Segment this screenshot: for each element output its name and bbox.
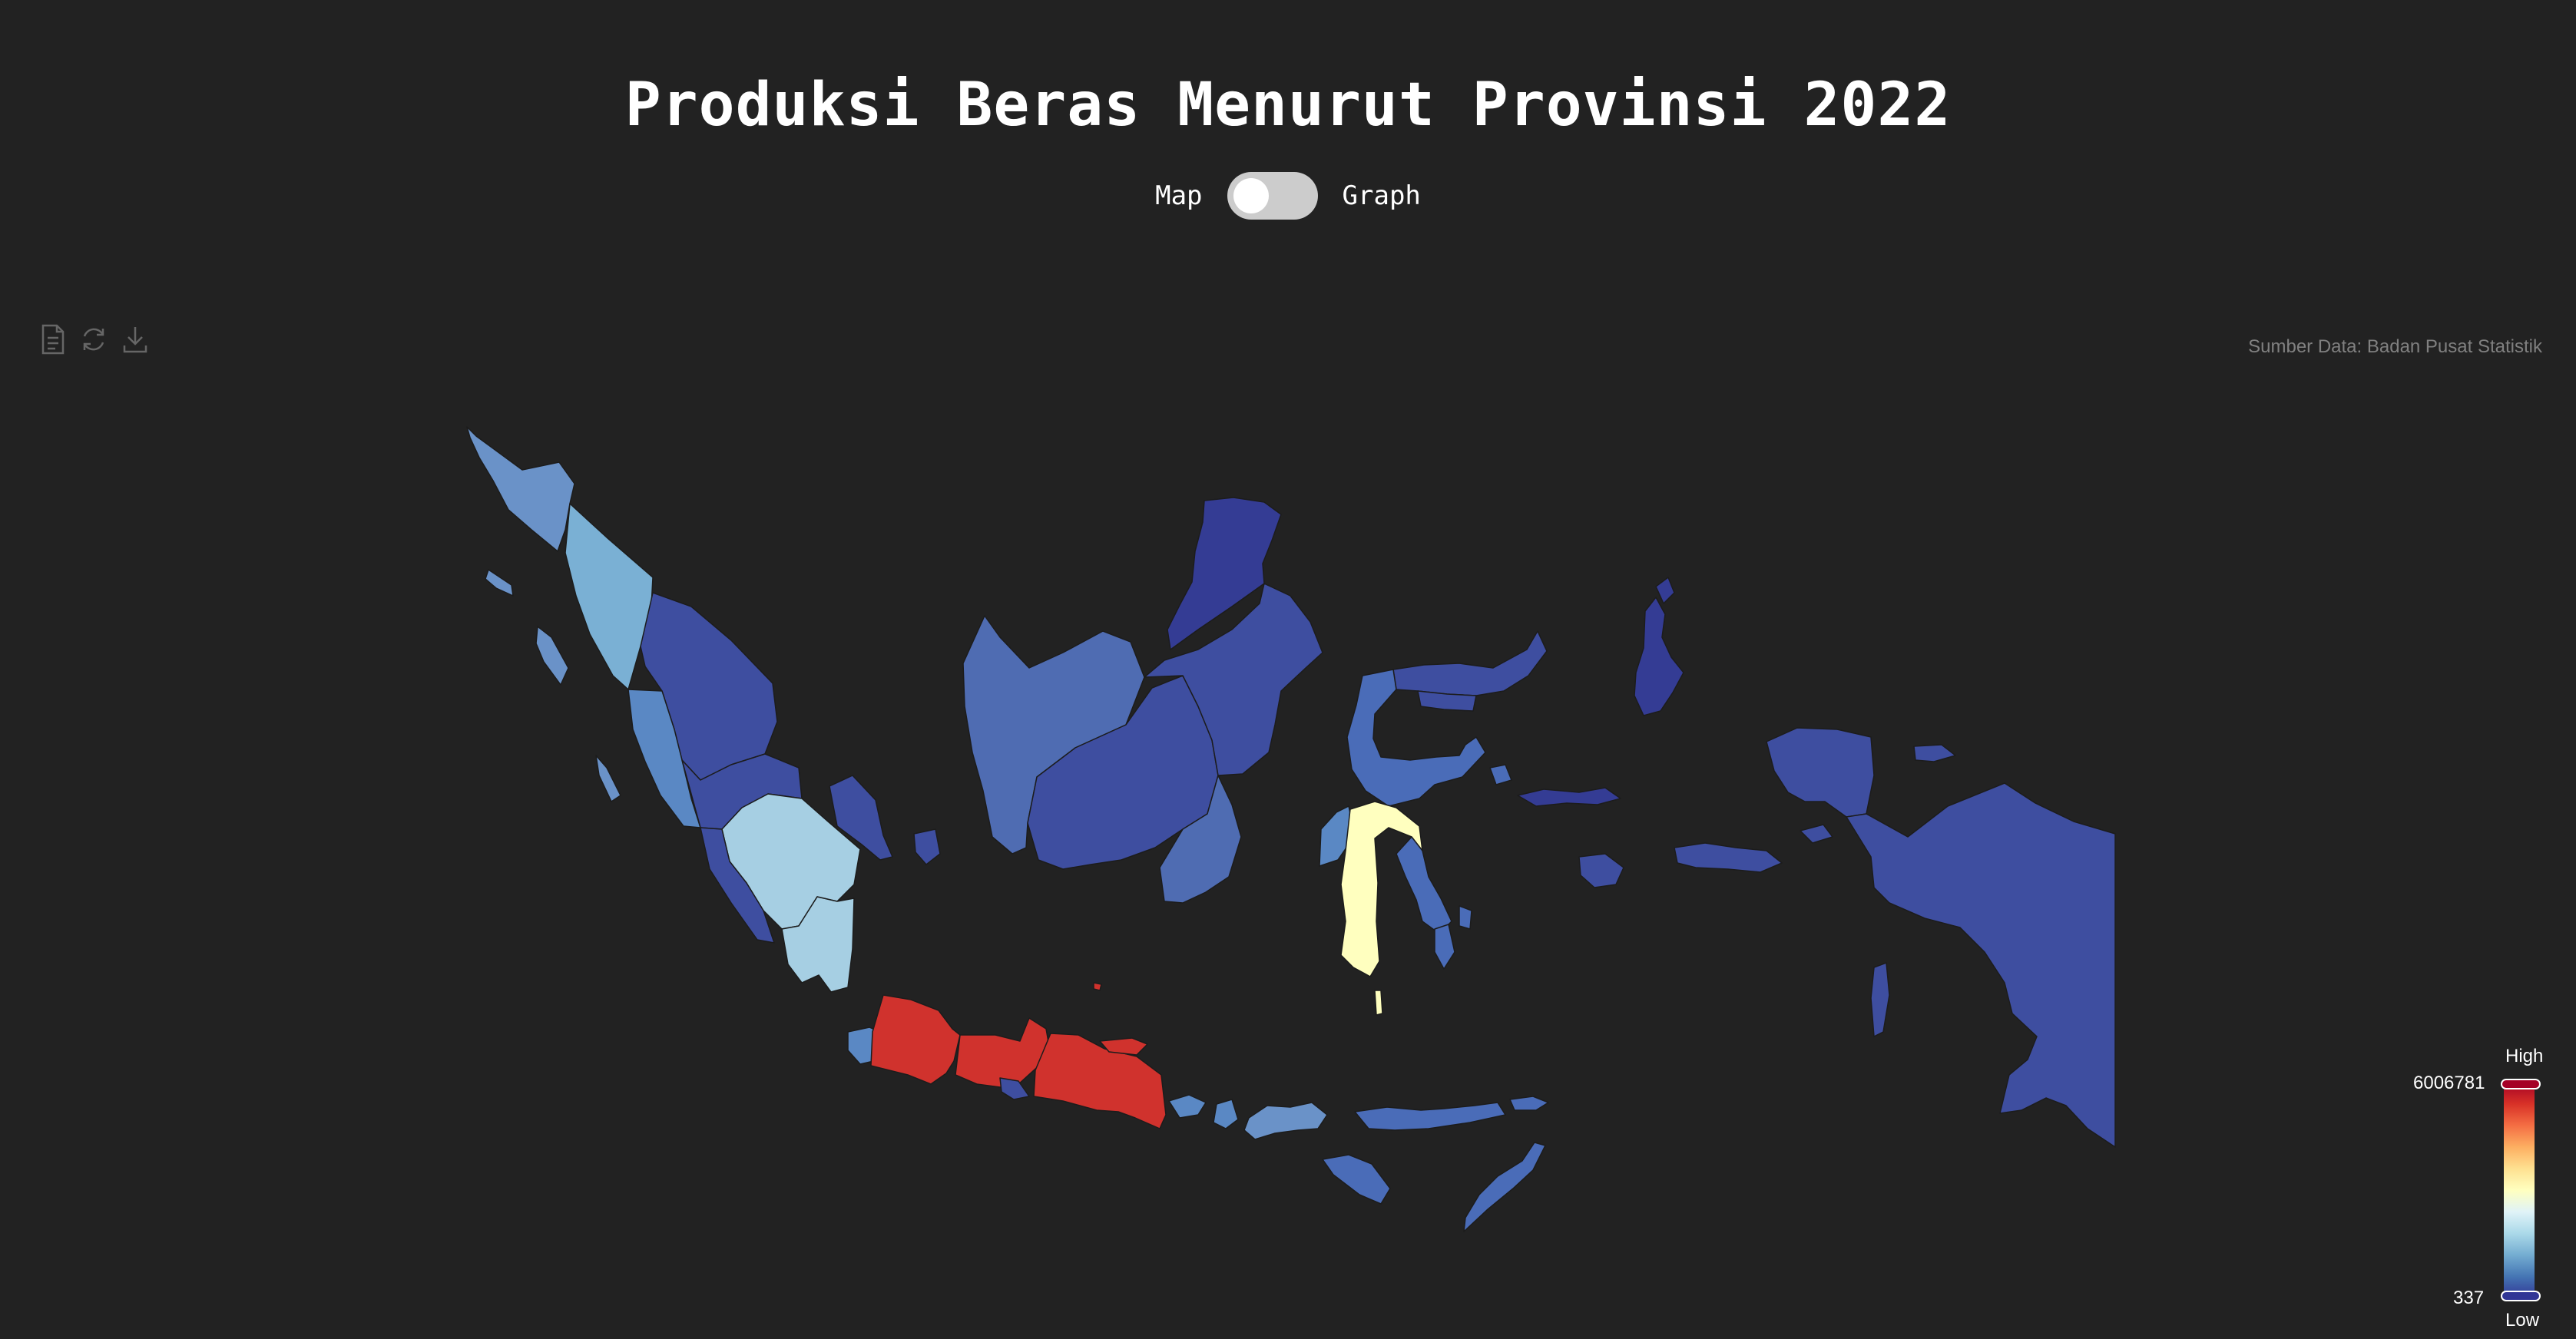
province-ntb-lombok[interactable]: [1213, 1099, 1239, 1129]
legend-max-value: 6006781: [2413, 1073, 2485, 1093]
page-title: Produksi Beras Menurut Provinsi 2022: [624, 71, 1952, 140]
province-kalimantan-timur[interactable]: [1144, 583, 1323, 776]
legend-high-label: High: [2505, 1046, 2544, 1066]
province-bengkulu[interactable]: [700, 827, 775, 944]
province-gorontalo[interactable]: [1417, 690, 1477, 712]
legend-gradient-bar: [2504, 1082, 2535, 1298]
island-nias[interactable]: [535, 626, 569, 686]
source-note: Sumber Data: Badan Pusat Statistik: [2248, 336, 2542, 357]
province-lampung[interactable]: [781, 896, 855, 993]
province-sulawesi-selatan[interactable]: [1340, 801, 1423, 977]
province-ntt-flores[interactable]: [1354, 1102, 1506, 1131]
province-sumatera-utara[interactable]: [565, 503, 654, 690]
island-buru[interactable]: [1578, 853, 1624, 888]
legend-high-handle[interactable]: [2501, 1079, 2541, 1089]
island-mentawai[interactable]: [595, 755, 621, 802]
legend-low-label: Low: [2505, 1310, 2540, 1331]
province-jawa-timur[interactable]: [1033, 1033, 1167, 1129]
island-morotai[interactable]: [1655, 577, 1675, 604]
island-sumba[interactable]: [1322, 1154, 1391, 1205]
island-sula[interactable]: [1517, 787, 1621, 807]
province-maluku-utara-halmahera[interactable]: [1634, 597, 1684, 716]
island-biak[interactable]: [1913, 744, 1956, 762]
legend-min-value: 337: [2453, 1288, 2485, 1308]
legend-low-handle[interactable]: [2501, 1291, 2541, 1301]
view-switch[interactable]: [1227, 172, 1318, 220]
province-papua[interactable]: [1846, 782, 2116, 1148]
island-buton[interactable]: [1434, 924, 1455, 970]
island-selayar[interactable]: [1374, 990, 1383, 1016]
province-sulawesi-tengah[interactable]: [1346, 669, 1486, 807]
province-jawa-barat[interactable]: [870, 994, 961, 1085]
data-view-icon[interactable]: [37, 322, 68, 356]
province-di-yogyakarta[interactable]: [999, 1077, 1030, 1100]
island-simeulue[interactable]: [485, 569, 514, 597]
island-bawean[interactable]: [1093, 982, 1102, 991]
view-toggle: Map Graph: [0, 172, 2576, 220]
province-ntb-sumbawa[interactable]: [1243, 1102, 1328, 1140]
province-papua-barat[interactable]: [1766, 727, 1875, 818]
province-bali[interactable]: [1168, 1094, 1207, 1119]
chart-toolbox: [37, 322, 151, 356]
island-madura[interactable]: [1099, 1037, 1148, 1056]
switch-knob: [1233, 178, 1269, 213]
island-muna[interactable]: [1459, 905, 1472, 930]
island-banggai[interactable]: [1489, 764, 1512, 785]
province-sulawesi-tenggara[interactable]: [1396, 836, 1452, 934]
restore-icon[interactable]: [78, 322, 109, 356]
province-sulawesi-utara[interactable]: [1392, 630, 1548, 696]
island-timor[interactable]: [1463, 1142, 1546, 1232]
save-image-icon[interactable]: [120, 322, 151, 356]
island-misool[interactable]: [1800, 824, 1833, 844]
province-bangka-belitung[interactable]: [913, 828, 941, 865]
island-aru[interactable]: [1870, 962, 1890, 1037]
visual-map-legend: [2501, 1079, 2541, 1301]
province-kalimantan-selatan[interactable]: [1159, 775, 1242, 904]
map-toggle-label: Map: [1155, 180, 1203, 211]
province-maluku-seram[interactable]: [1674, 842, 1783, 873]
graph-toggle-label: Graph: [1342, 180, 1421, 211]
island-alor[interactable]: [1509, 1096, 1549, 1111]
province-aceh[interactable]: [466, 426, 575, 552]
province-kalimantan-utara[interactable]: [1167, 497, 1282, 650]
province-kepulauan-riau[interactable]: [829, 775, 893, 861]
